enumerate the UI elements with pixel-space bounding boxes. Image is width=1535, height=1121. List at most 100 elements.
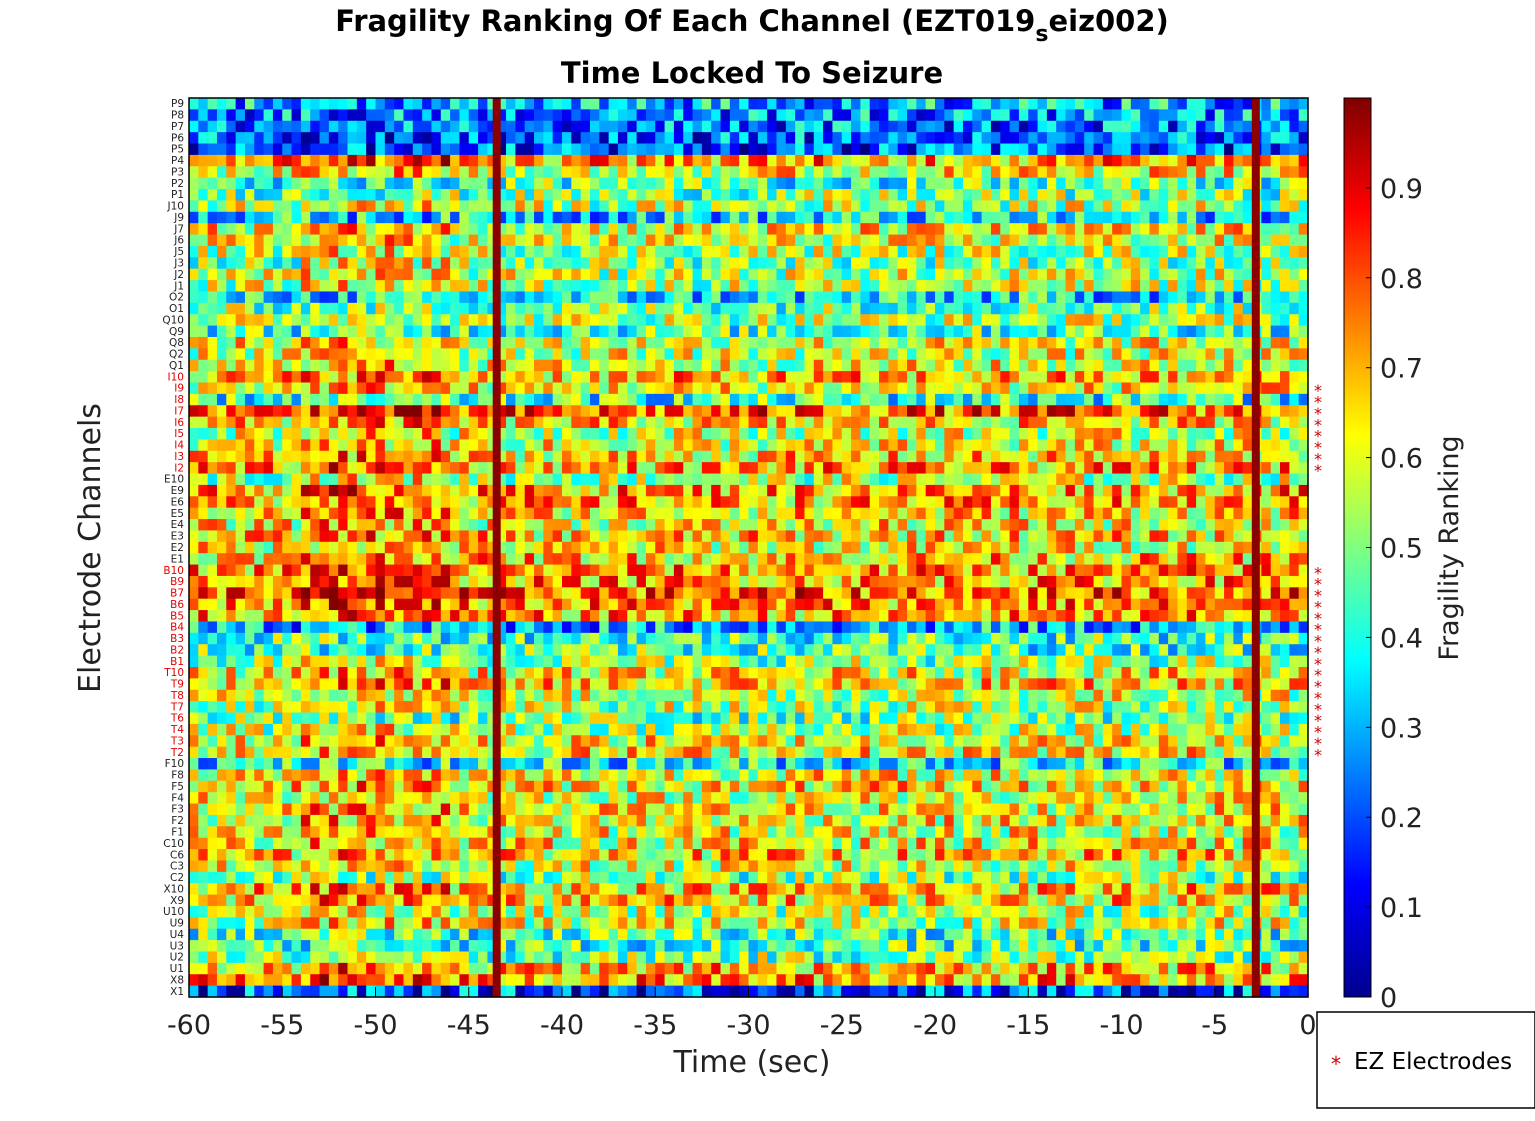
heatmap-cell [841, 302, 852, 315]
heatmap-cell [1233, 234, 1244, 247]
heatmap-cell [1280, 166, 1290, 179]
heatmap-cell [692, 473, 703, 486]
heatmap-cell [328, 382, 339, 395]
heatmap-cell [422, 280, 433, 293]
heatmap-cell [1084, 98, 1095, 110]
heatmap-cell [748, 109, 759, 122]
heatmap-cell [487, 519, 498, 532]
heatmap-cell [627, 280, 638, 293]
heatmap-cell [207, 564, 218, 577]
heatmap-cell [375, 291, 386, 304]
heatmap-cell [468, 109, 479, 122]
heatmap-cell [571, 507, 582, 520]
heatmap-cell [1205, 336, 1216, 349]
heatmap-cell [487, 439, 498, 452]
heatmap-cell [795, 382, 806, 395]
heatmap-cell [748, 120, 759, 133]
heatmap-cell [189, 428, 199, 440]
heatmap-cell [673, 530, 684, 543]
heatmap-cell [907, 519, 917, 532]
heatmap-cell [562, 553, 572, 566]
heatmap-cell [338, 200, 349, 213]
heatmap-cell [944, 428, 955, 440]
heatmap-cell [403, 143, 414, 156]
heatmap-cell [1102, 519, 1113, 532]
heatmap-cell [580, 371, 591, 384]
heatmap-cell [1056, 336, 1067, 349]
heatmap-cell [319, 336, 330, 349]
heatmap-cell [608, 382, 619, 395]
heatmap-cell [1233, 428, 1244, 440]
heatmap-cell [291, 280, 302, 293]
heatmap-cell [813, 280, 824, 293]
heatmap-cell [338, 405, 349, 418]
heatmap-cell [739, 280, 750, 293]
heatmap-cell [888, 280, 899, 293]
heatmap-cell [422, 291, 433, 304]
heatmap-cell [1009, 314, 1020, 327]
heatmap-cell [916, 416, 927, 429]
heatmap-cell [562, 382, 572, 395]
heatmap-cell [664, 416, 675, 429]
heatmap-cell [338, 462, 349, 475]
heatmap-cell [328, 234, 339, 247]
heatmap-cell [1130, 257, 1141, 270]
heatmap-cell [748, 314, 759, 327]
heatmap-cell [394, 132, 405, 145]
heatmap-cell [701, 553, 712, 566]
heatmap-cell [478, 416, 488, 429]
heatmap-cell [729, 109, 740, 122]
heatmap-cell [375, 302, 386, 315]
heatmap-cell [543, 268, 554, 281]
heatmap-cell [338, 336, 349, 349]
heatmap-cell [990, 507, 1001, 520]
heatmap-cell [571, 143, 582, 156]
heatmap-cell [384, 98, 395, 110]
heatmap-cell [1196, 484, 1207, 497]
heatmap-cell [841, 189, 852, 202]
heatmap-cell [1093, 268, 1104, 281]
heatmap-cell [655, 553, 666, 566]
heatmap-cell [664, 291, 675, 304]
heatmap-cell [1298, 519, 1309, 532]
heatmap-cell [599, 234, 610, 247]
heatmap-cell [478, 325, 488, 338]
heatmap-cell [916, 132, 927, 145]
heatmap-cell [1242, 462, 1253, 475]
heatmap-cell [515, 189, 526, 202]
heatmap-cell [356, 154, 367, 167]
heatmap-cell [599, 484, 610, 497]
heatmap-cell [431, 223, 442, 236]
heatmap-cell [851, 428, 861, 440]
heatmap-cell [673, 359, 684, 372]
heatmap-cell [739, 405, 750, 418]
heatmap-cell [394, 223, 405, 236]
heatmap-cell [524, 348, 535, 361]
heatmap-cell [300, 439, 311, 452]
heatmap-cell [1158, 507, 1169, 520]
heatmap-cell [1102, 359, 1113, 372]
heatmap-cell [617, 564, 628, 577]
heatmap-cell [916, 507, 927, 520]
heatmap-cell [328, 473, 339, 486]
heatmap-cell [431, 325, 442, 338]
heatmap-cell [310, 530, 321, 543]
heatmap-cell [459, 211, 470, 224]
heatmap-cell [1233, 291, 1244, 304]
heatmap-cell [1261, 336, 1272, 349]
heatmap-cell [785, 166, 796, 179]
heatmap-cell [198, 371, 209, 384]
heatmap-cell [422, 268, 433, 281]
heatmap-cell [720, 120, 731, 133]
heatmap-cell [254, 223, 265, 236]
heatmap-cell [394, 280, 405, 293]
heatmap-cell [356, 359, 367, 372]
heatmap-cell [291, 348, 302, 361]
heatmap-cell [487, 382, 498, 395]
heatmap-cell [851, 132, 861, 145]
heatmap-cell [291, 132, 302, 145]
heatmap-cell [580, 280, 591, 293]
heatmap-cell [1242, 268, 1253, 281]
heatmap-cell [897, 541, 908, 554]
heatmap-cell [1270, 234, 1281, 247]
